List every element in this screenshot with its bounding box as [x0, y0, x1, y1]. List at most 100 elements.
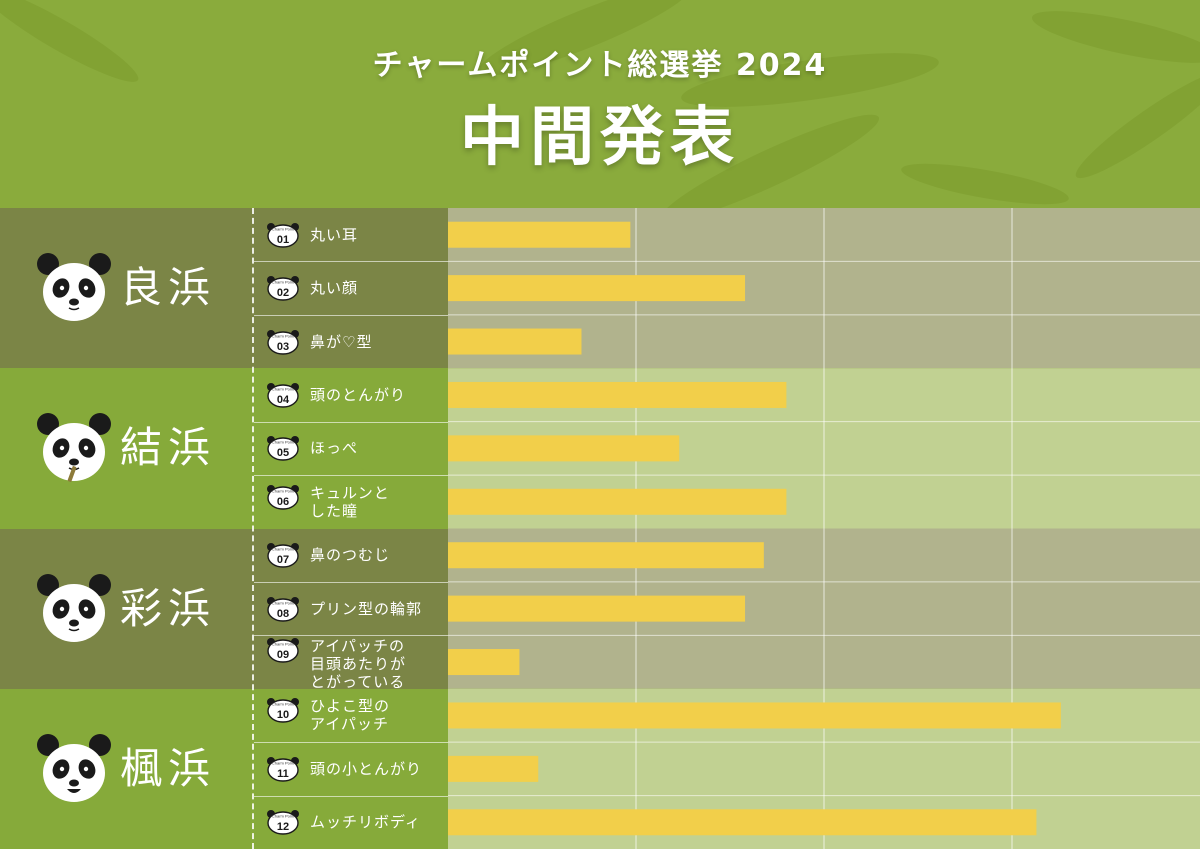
charm-point-label-line: 頭のとんがり	[310, 385, 407, 404]
svg-text:Charm Point: Charm Point	[272, 642, 295, 647]
charm-point-badge-icon: Charm Point 02	[266, 275, 300, 301]
bar-11	[448, 755, 539, 782]
charm-point-label: 頭のとんがり	[310, 386, 406, 404]
panda-face-smiling-icon	[34, 729, 114, 809]
charm-point-label-line: した瞳	[310, 501, 359, 520]
svg-text:03: 03	[277, 341, 289, 353]
charm-point-label-line: プリン型の輪郭	[310, 599, 423, 618]
svg-text:05: 05	[277, 447, 289, 459]
svg-text:Charm Point: Charm Point	[272, 440, 295, 445]
svg-text:Charm Point: Charm Point	[272, 488, 295, 493]
group-block-4: 楓浜	[0, 688, 448, 849]
svg-text:10: 10	[277, 709, 289, 721]
charm-point-label: アイパッチの 目頭あたりが とがっている	[310, 637, 406, 691]
row-separator	[254, 475, 448, 477]
charm-point-label: キュルンと した瞳	[310, 484, 390, 520]
charm-point-label-line: ムッチリボディ	[310, 813, 421, 832]
charm-point-label-line: 丸い顔	[310, 279, 359, 298]
svg-text:07: 07	[277, 554, 289, 566]
row-separator	[254, 261, 448, 263]
charm-point-badge-icon: Charm Point 12	[266, 809, 300, 835]
panda-face-eating-icon	[34, 408, 114, 488]
charm-point-label: プリン型の輪郭	[310, 600, 422, 618]
charm-point-label-line: 鼻が♡型	[310, 332, 373, 351]
charm-point-badge-icon: Charm Point 08	[266, 596, 300, 622]
vote-bar-chart	[448, 208, 1200, 849]
svg-text:Charm Point: Charm Point	[272, 600, 295, 605]
svg-text:Charm Point: Charm Point	[272, 814, 295, 819]
charm-point-label-line: ほっぺ	[310, 439, 359, 458]
charm-point-badge-icon: Charm Point 09	[266, 637, 300, 664]
bar-07	[448, 542, 764, 569]
row-separator	[254, 795, 448, 797]
charm-point-badge-icon: Charm Point 01	[266, 222, 300, 248]
group-block-2: 結浜	[0, 368, 448, 529]
charm-point-label: ひよこ型の アイパッチ	[310, 697, 390, 733]
svg-text:01: 01	[277, 234, 289, 246]
group-name: 良浜	[120, 263, 217, 313]
dashed-divider	[252, 208, 254, 849]
row-separator	[254, 635, 448, 637]
charm-point-row-12: Charm Point 12 ムッチリボディ	[254, 796, 448, 849]
charm-point-badge-icon: Charm Point 11	[266, 756, 300, 782]
group-name: 楓浜	[120, 743, 217, 793]
charm-point-row-07: Charm Point 07 鼻のつむじ	[254, 529, 448, 582]
bar-12	[448, 809, 1037, 836]
row-separator	[254, 581, 448, 583]
svg-text:08: 08	[277, 608, 289, 620]
svg-text:Charm Point: Charm Point	[272, 226, 295, 231]
row-separator	[254, 742, 448, 744]
charm-point-label-line: 目頭あたりが	[310, 655, 407, 674]
bar-06	[448, 488, 787, 515]
charm-point-badge-icon: Charm Point 05	[266, 435, 300, 462]
charm-point-row-04: Charm Point 04 頭のとんがり	[254, 368, 448, 421]
page-title: 中間発表	[460, 101, 740, 175]
svg-text:Charm Point: Charm Point	[272, 280, 295, 285]
charm-point-label: 丸い耳	[310, 226, 358, 244]
charm-point-label: ムッチリボディ	[310, 813, 421, 831]
charm-point-badge-icon: Charm Point 04	[266, 382, 300, 408]
charm-point-label: 鼻のつむじ	[310, 546, 390, 564]
charm-point-row-11: Charm Point 11 頭の小とんがり	[254, 742, 448, 795]
charm-point-label-line: 頭の小とんがり	[310, 759, 423, 778]
row-separator	[254, 421, 448, 423]
svg-text:Charm Point: Charm Point	[272, 760, 295, 765]
svg-text:11: 11	[277, 768, 289, 780]
group-block-3: 彩浜	[0, 528, 448, 689]
charm-point-label: 鼻が♡型	[310, 333, 372, 351]
charm-point-label-line: アイパッチ	[310, 715, 389, 734]
charm-point-label-line: 丸い耳	[310, 225, 359, 244]
charm-point-row-09: Charm Point 09 アイパッチの 目頭あたりが とがっている	[254, 635, 448, 691]
charm-point-label: 丸い顔	[310, 279, 358, 297]
charm-point-row-03: Charm Point 03 鼻が♡型	[254, 315, 448, 368]
charm-point-row-02: Charm Point 02 丸い顔	[254, 261, 448, 314]
charm-point-label-line: 鼻のつむじ	[310, 546, 391, 565]
bar-08	[448, 595, 746, 622]
charm-point-badge-icon: Charm Point 06	[266, 484, 300, 510]
svg-text:12: 12	[277, 821, 289, 833]
svg-text:02: 02	[277, 287, 289, 299]
panda-face-icon	[34, 248, 114, 328]
charm-point-label: 頭の小とんがり	[310, 760, 422, 778]
charm-point-label-line: キュルンと	[310, 483, 390, 502]
svg-text:Charm Point: Charm Point	[272, 702, 295, 707]
charm-point-row-10: Charm Point 10 ひよこ型の アイパッチ	[254, 689, 448, 742]
group-name: 結浜	[120, 423, 217, 473]
charm-point-label-line: ひよこ型の	[310, 697, 391, 716]
charm-point-row-08: Charm Point 08 プリン型の輪郭	[254, 582, 448, 635]
bar-01	[448, 221, 631, 248]
bar-04	[448, 381, 787, 408]
header-banner: チャームポイント総選挙 2024 中間発表	[0, 0, 1200, 208]
charm-point-badge-icon: Charm Point 07	[266, 542, 300, 568]
bar-10	[448, 702, 1061, 729]
charm-point-row-06: Charm Point 06 キュルンと した瞳	[254, 475, 448, 528]
group-block-1: 良浜	[0, 208, 448, 369]
svg-text:06: 06	[277, 496, 289, 508]
page-subtitle: チャームポイント総選挙 2024	[372, 48, 828, 83]
svg-text:Charm Point: Charm Point	[272, 333, 295, 338]
row-separator	[254, 314, 448, 316]
svg-text:Charm Point: Charm Point	[272, 547, 295, 552]
svg-text:04: 04	[277, 394, 290, 406]
charm-point-label-line: とがっている	[310, 673, 406, 692]
